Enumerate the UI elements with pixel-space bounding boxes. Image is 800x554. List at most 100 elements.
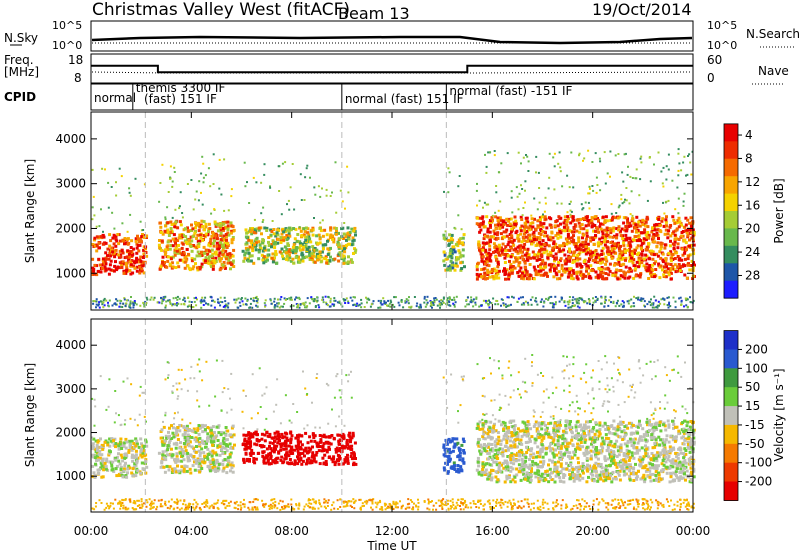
- echo-cell: [198, 225, 202, 229]
- echo-cell: [484, 153, 486, 156]
- echo-cell: [237, 306, 240, 309]
- echo-cell: [219, 244, 223, 248]
- echo-cell: [407, 302, 410, 305]
- echo-cell: [111, 253, 115, 257]
- echo-cell: [425, 299, 428, 302]
- echo-cell: [526, 239, 530, 243]
- echo-cell: [287, 249, 291, 253]
- echo-cell: [188, 467, 192, 471]
- echo-cell: [270, 302, 273, 305]
- echo-cell: [318, 440, 322, 444]
- echo-cell: [193, 460, 196, 464]
- echo-cell: [206, 435, 210, 439]
- echo-cell: [221, 451, 225, 455]
- noise-right-label: N.Search: [746, 27, 800, 41]
- echo-cell: [677, 263, 681, 266]
- echo-cell: [255, 300, 258, 302]
- echo-cell: [144, 247, 147, 251]
- echo-cell: [477, 240, 481, 244]
- echo-cell: [132, 260, 136, 264]
- echo-cell: [665, 265, 668, 269]
- echo-cell: [273, 297, 276, 300]
- echo-cell: [307, 235, 311, 239]
- echo-cell: [519, 244, 523, 248]
- echo-cell: [574, 245, 578, 248]
- echo-cell: [548, 235, 552, 239]
- echo-cell: [320, 449, 324, 453]
- echo-cell: [325, 261, 329, 265]
- echo-cell: [486, 227, 490, 231]
- echo-cell: [276, 237, 280, 241]
- echo-cell: [284, 161, 287, 164]
- echo-cell: [627, 302, 630, 305]
- echo-cell: [587, 201, 590, 204]
- echo-cell: [589, 264, 593, 268]
- echo-cell: [494, 255, 498, 259]
- echo-cell: [111, 460, 115, 464]
- echo-cell: [115, 303, 117, 306]
- echo-cell: [140, 442, 143, 446]
- echo-cell: [274, 252, 278, 256]
- echo-cell: [101, 457, 105, 461]
- echo-cell: [241, 300, 244, 303]
- echo-cell: [644, 224, 648, 228]
- echo-cell: [502, 269, 505, 273]
- echo-cell: [346, 461, 350, 465]
- echo-cell: [687, 262, 690, 266]
- echo-cell: [475, 222, 479, 226]
- echo-cell: [568, 241, 572, 245]
- echo-cell: [166, 206, 169, 209]
- echo-cell: [440, 302, 443, 305]
- echo-cell: [484, 250, 488, 254]
- echo-cell: [485, 252, 489, 256]
- echo-cell: [311, 433, 315, 437]
- echo-cell: [160, 302, 163, 305]
- echo-cell: [639, 298, 642, 301]
- echo-cell: [198, 239, 202, 243]
- echo-cell: [342, 446, 346, 450]
- echo-cell: [200, 262, 204, 266]
- echo-cell: [601, 271, 605, 275]
- echo-cell: [535, 243, 539, 247]
- echo-cell: [194, 439, 198, 443]
- echo-cell: [338, 454, 342, 458]
- echo-cell: [560, 273, 564, 277]
- echo-cell: [98, 468, 102, 472]
- echo-cell: [202, 304, 205, 306]
- echo-cell: [685, 228, 689, 232]
- echo-cell: [484, 241, 488, 245]
- echo-cell: [247, 431, 251, 435]
- echo-cell: [295, 447, 299, 451]
- echo-cell: [248, 459, 251, 463]
- echo-cell: [611, 235, 615, 239]
- echo-cell: [142, 235, 146, 239]
- echo-cell: [117, 242, 121, 246]
- echo-cell: [544, 217, 548, 221]
- echo-cell: [539, 273, 543, 277]
- echo-cell: [242, 389, 245, 392]
- echo-cell: [298, 226, 301, 229]
- echo-cell: [125, 302, 128, 305]
- echo-cell: [326, 247, 330, 251]
- echo-cell: [485, 171, 488, 174]
- echo-cell: [109, 450, 112, 454]
- echo-cell: [217, 431, 221, 435]
- echo-cell: [211, 425, 215, 429]
- echo-cell: [219, 442, 223, 446]
- echo-cell: [145, 444, 149, 448]
- echo-cell: [318, 255, 322, 259]
- echo-cell: [497, 248, 501, 252]
- echo-cell: [644, 266, 648, 269]
- echo-cell: [400, 300, 403, 303]
- echo-cell: [344, 235, 348, 239]
- echo-cell: [624, 216, 628, 220]
- echo-cell: [545, 243, 549, 247]
- echo-cell: [497, 303, 500, 306]
- freq-panel: Freq. [MHz] 18 8 60 0 Nave: [4, 53, 789, 85]
- echo-cell: [624, 225, 628, 228]
- echo-cell: [248, 432, 252, 436]
- echo-cell: [609, 296, 612, 298]
- echo-cell: [452, 302, 455, 305]
